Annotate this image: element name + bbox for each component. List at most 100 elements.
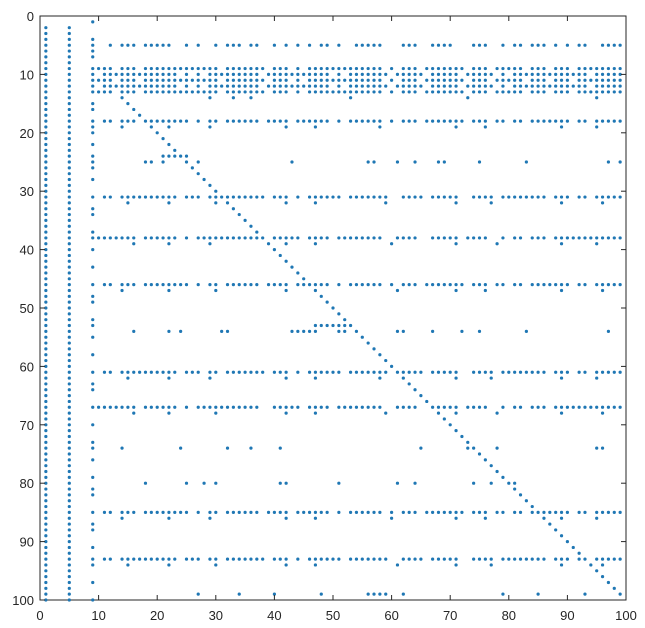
nonzero-marker [44, 271, 48, 275]
nonzero-marker [126, 72, 130, 76]
nonzero-marker [472, 405, 476, 409]
nonzero-marker [390, 510, 394, 514]
nonzero-marker [583, 78, 587, 82]
nonzero-marker [313, 283, 318, 287]
nonzero-marker [284, 201, 288, 205]
nonzero-marker [302, 329, 306, 333]
nonzero-marker [348, 84, 353, 88]
nonzero-marker [307, 370, 312, 374]
nonzero-marker [390, 516, 394, 520]
nonzero-marker [266, 510, 271, 514]
nonzero-marker [401, 66, 405, 71]
nonzero-marker [67, 458, 71, 462]
nonzero-marker [44, 528, 48, 532]
nonzero-marker [91, 102, 95, 106]
nonzero-marker [208, 90, 212, 94]
nonzero-marker [67, 201, 71, 205]
nonzero-marker [149, 557, 153, 561]
nonzero-marker [348, 78, 353, 82]
nonzero-marker [249, 224, 253, 228]
nonzero-marker [583, 119, 587, 123]
nonzero-marker [319, 294, 323, 298]
nonzero-marker [272, 405, 276, 409]
nonzero-marker [395, 160, 400, 164]
nonzero-marker [237, 557, 241, 561]
nonzero-marker [278, 481, 282, 485]
nonzero-marker [149, 160, 153, 164]
nonzero-marker [167, 154, 171, 158]
nonzero-marker [513, 72, 517, 76]
nonzero-marker [44, 84, 48, 88]
nonzero-marker [132, 72, 136, 76]
nonzero-marker [589, 78, 593, 82]
nonzero-marker [261, 370, 265, 374]
nonzero-marker [108, 90, 112, 94]
nonzero-marker [44, 224, 48, 228]
nonzero-marker [114, 405, 118, 409]
nonzero-marker [67, 551, 71, 555]
nonzero-marker [67, 212, 71, 217]
nonzero-marker [431, 236, 435, 240]
nonzero-marker [231, 207, 235, 211]
nonzero-marker [472, 78, 476, 82]
nonzero-marker [390, 78, 394, 82]
nonzero-marker [184, 510, 189, 514]
y-tick-label: 70 [20, 418, 34, 433]
nonzero-marker [237, 405, 241, 409]
nonzero-marker [208, 283, 212, 287]
nonzero-marker [483, 195, 487, 199]
nonzero-marker [108, 84, 112, 88]
nonzero-marker [155, 236, 159, 240]
nonzero-marker [372, 370, 376, 374]
nonzero-marker [179, 154, 183, 158]
nonzero-marker [155, 72, 159, 76]
nonzero-marker [161, 195, 165, 199]
nonzero-marker [67, 481, 71, 485]
nonzero-marker [91, 236, 95, 240]
nonzero-marker [390, 283, 394, 287]
nonzero-marker [231, 195, 235, 199]
nonzero-marker [44, 382, 48, 386]
nonzero-marker [577, 90, 581, 94]
nonzero-marker [454, 283, 458, 287]
nonzero-marker [243, 370, 247, 374]
nonzero-marker [126, 84, 130, 88]
nonzero-marker [501, 72, 505, 76]
nonzero-marker [378, 43, 382, 47]
nonzero-marker [530, 195, 534, 199]
nonzero-marker [536, 78, 540, 82]
nonzero-marker [307, 84, 312, 88]
nonzero-marker [407, 236, 411, 240]
nonzero-marker [413, 283, 417, 287]
nonzero-marker [173, 154, 177, 158]
nonzero-marker [44, 399, 48, 404]
nonzero-marker [284, 288, 288, 293]
nonzero-marker [214, 119, 218, 123]
nonzero-marker [354, 283, 359, 287]
x-tick-label: 20 [150, 608, 164, 623]
nonzero-marker [67, 499, 71, 503]
nonzero-marker [595, 119, 599, 123]
nonzero-marker [120, 405, 124, 409]
nonzero-marker [559, 195, 564, 199]
nonzero-marker [313, 90, 318, 94]
nonzero-marker [431, 510, 435, 514]
nonzero-marker [483, 72, 487, 76]
nonzero-marker [518, 510, 523, 514]
nonzero-marker [44, 131, 48, 135]
nonzero-marker [577, 236, 581, 240]
nonzero-marker [372, 72, 376, 76]
nonzero-marker [472, 236, 476, 240]
nonzero-marker [102, 283, 107, 287]
nonzero-marker [360, 335, 364, 339]
nonzero-marker [272, 78, 276, 82]
nonzero-marker [354, 66, 359, 71]
nonzero-marker [595, 557, 599, 561]
nonzero-marker [606, 329, 611, 333]
nonzero-marker [600, 557, 605, 561]
nonzero-marker [436, 84, 441, 88]
nonzero-marker [67, 55, 71, 59]
nonzero-marker [161, 370, 165, 374]
nonzero-marker [507, 90, 511, 94]
nonzero-marker [595, 84, 599, 88]
